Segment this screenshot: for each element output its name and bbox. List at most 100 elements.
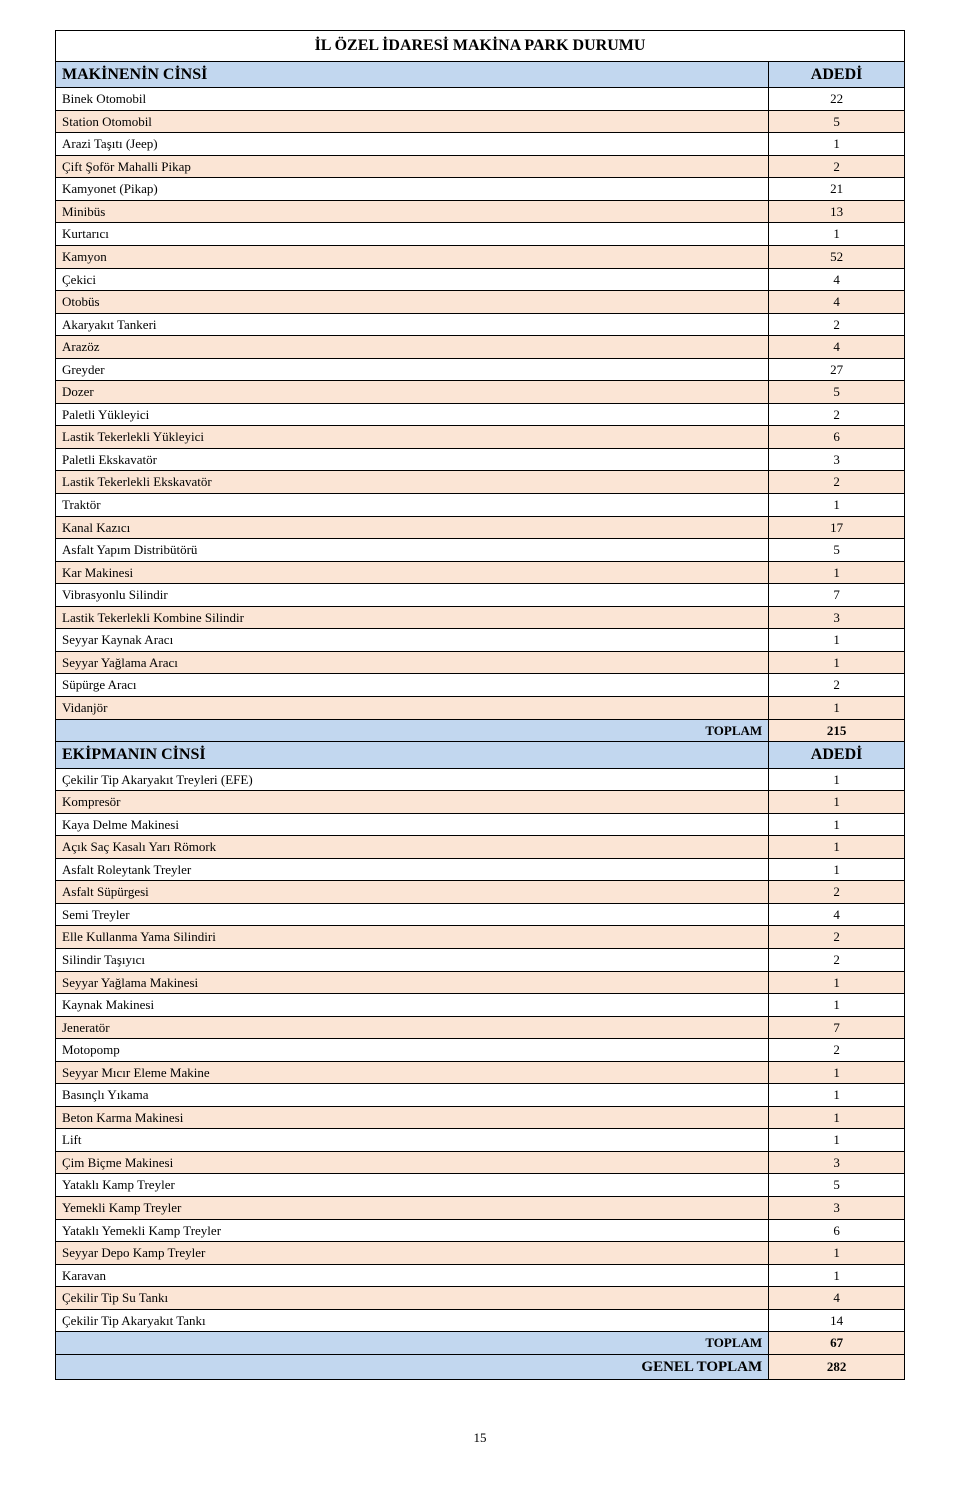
- table-row: Traktör1: [56, 494, 905, 517]
- table-row: Silindir Taşıyıcı2: [56, 949, 905, 972]
- row-label: Greyder: [56, 358, 769, 381]
- row-label: Kanal Kazıcı: [56, 516, 769, 539]
- row-label: Akaryakıt Tankeri: [56, 313, 769, 336]
- table-row: Çekilir Tip Akaryakıt Tankı14: [56, 1309, 905, 1332]
- row-value: 52: [769, 246, 905, 269]
- row-label: Seyyar Mıcır Eleme Makine: [56, 1061, 769, 1084]
- row-label: Beton Karma Makinesi: [56, 1106, 769, 1129]
- table-row: Lastik Tekerlekli Yükleyici6: [56, 426, 905, 449]
- table-row: Akaryakıt Tankeri2: [56, 313, 905, 336]
- table-row: Kurtarıcı1: [56, 223, 905, 246]
- table-row: Basınçlı Yıkama1: [56, 1084, 905, 1107]
- table-row: Çekilir Tip Akaryakıt Treyleri (EFE)1: [56, 768, 905, 791]
- row-value: 1: [769, 971, 905, 994]
- section1-header-label: MAKİNENİN CİNSİ: [56, 61, 769, 88]
- row-value: 17: [769, 516, 905, 539]
- table-row: Arazöz4: [56, 336, 905, 359]
- table-row: Station Otomobil5: [56, 110, 905, 133]
- table-row: Çekilir Tip Su Tankı4: [56, 1287, 905, 1310]
- row-label: Kaya Delme Makinesi: [56, 813, 769, 836]
- table-row: Süpürge Aracı2: [56, 674, 905, 697]
- row-label: Seyyar Depo Kamp Treyler: [56, 1242, 769, 1265]
- row-value: 7: [769, 1016, 905, 1039]
- row-label: Kar Makinesi: [56, 561, 769, 584]
- row-label: Elle Kullanma Yama Silindiri: [56, 926, 769, 949]
- row-value: 1: [769, 768, 905, 791]
- row-value: 1: [769, 494, 905, 517]
- table-row: Vidanjör1: [56, 696, 905, 719]
- row-value: 1: [769, 1264, 905, 1287]
- table-row: Asfalt Roleytank Treyler1: [56, 858, 905, 881]
- row-value: 2: [769, 403, 905, 426]
- table-title: İL ÖZEL İDARESİ MAKİNA PARK DURUMU: [56, 31, 905, 62]
- row-value: 5: [769, 539, 905, 562]
- table-row: Seyyar Yağlama Makinesi1: [56, 971, 905, 994]
- table-row: Çim Biçme Makinesi3: [56, 1151, 905, 1174]
- section1-total-label: TOPLAM: [56, 719, 769, 742]
- table-row: Kamyon52: [56, 246, 905, 269]
- row-value: 1: [769, 1129, 905, 1152]
- row-value: 6: [769, 426, 905, 449]
- row-label: Paletli Ekskavatör: [56, 448, 769, 471]
- row-label: Vidanjör: [56, 696, 769, 719]
- table-row: Motopomp2: [56, 1039, 905, 1062]
- row-value: 4: [769, 1287, 905, 1310]
- row-value: 27: [769, 358, 905, 381]
- row-value: 3: [769, 1151, 905, 1174]
- row-value: 1: [769, 1084, 905, 1107]
- table-row: Çift Şoför Mahalli Pikap2: [56, 155, 905, 178]
- row-label: Süpürge Aracı: [56, 674, 769, 697]
- row-value: 2: [769, 881, 905, 904]
- table-row: Kamyonet (Pikap)21: [56, 178, 905, 201]
- table-row: Otobüs4: [56, 291, 905, 314]
- row-label: Çekilir Tip Akaryakıt Treyleri (EFE): [56, 768, 769, 791]
- row-value: 1: [769, 223, 905, 246]
- row-label: Asfalt Yapım Distribütörü: [56, 539, 769, 562]
- row-label: Arazi Taşıtı (Jeep): [56, 133, 769, 156]
- row-value: 1: [769, 561, 905, 584]
- row-value: 1: [769, 629, 905, 652]
- row-label: Lastik Tekerlekli Kombine Silindir: [56, 606, 769, 629]
- row-label: Karavan: [56, 1264, 769, 1287]
- table-row: Lift1: [56, 1129, 905, 1152]
- row-value: 1: [769, 791, 905, 814]
- table-row: Seyyar Yağlama Aracı1: [56, 651, 905, 674]
- row-value: 22: [769, 88, 905, 111]
- row-label: Yemekli Kamp Treyler: [56, 1197, 769, 1220]
- section2-total-value: 67: [769, 1332, 905, 1355]
- table-row: Semi Treyler4: [56, 903, 905, 926]
- row-value: 2: [769, 949, 905, 972]
- table-row: Paletli Ekskavatör3: [56, 448, 905, 471]
- table-row: Asfalt Süpürgesi2: [56, 881, 905, 904]
- table-row: Kar Makinesi1: [56, 561, 905, 584]
- row-value: 2: [769, 313, 905, 336]
- row-value: 4: [769, 268, 905, 291]
- row-value: 1: [769, 836, 905, 859]
- row-label: Silindir Taşıyıcı: [56, 949, 769, 972]
- row-value: 3: [769, 606, 905, 629]
- row-label: Motopomp: [56, 1039, 769, 1062]
- row-value: 14: [769, 1309, 905, 1332]
- row-label: Lastik Tekerlekli Ekskavatör: [56, 471, 769, 494]
- table-row: Jeneratör7: [56, 1016, 905, 1039]
- row-label: Kamyon: [56, 246, 769, 269]
- page-number: 15: [55, 1430, 905, 1446]
- row-label: Arazöz: [56, 336, 769, 359]
- table-row: Binek Otomobil22: [56, 88, 905, 111]
- row-label: Vibrasyonlu Silindir: [56, 584, 769, 607]
- row-label: Otobüs: [56, 291, 769, 314]
- table-row: Arazi Taşıtı (Jeep)1: [56, 133, 905, 156]
- row-value: 1: [769, 994, 905, 1017]
- row-value: 5: [769, 381, 905, 404]
- table-row: Kanal Kazıcı17: [56, 516, 905, 539]
- row-value: 4: [769, 336, 905, 359]
- table-row: Seyyar Kaynak Aracı1: [56, 629, 905, 652]
- row-label: Çekilir Tip Akaryakıt Tankı: [56, 1309, 769, 1332]
- row-label: Traktör: [56, 494, 769, 517]
- row-label: Asfalt Süpürgesi: [56, 881, 769, 904]
- table-row: Yemekli Kamp Treyler3: [56, 1197, 905, 1220]
- row-label: Lastik Tekerlekli Yükleyici: [56, 426, 769, 449]
- row-value: 6: [769, 1219, 905, 1242]
- row-label: Kamyonet (Pikap): [56, 178, 769, 201]
- row-label: Paletli Yükleyici: [56, 403, 769, 426]
